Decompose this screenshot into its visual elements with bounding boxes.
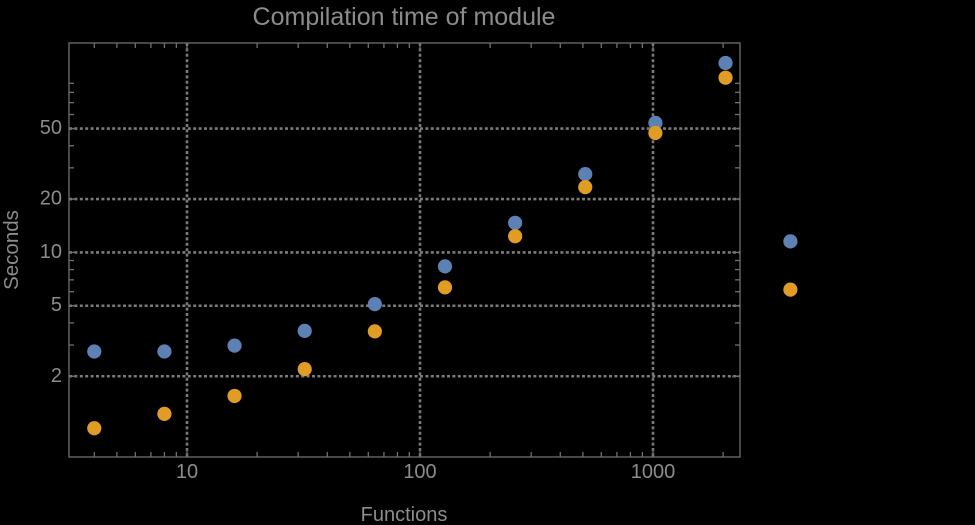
svg-text:100: 100 [403,461,436,483]
svg-text:10: 10 [40,241,62,263]
svg-text:10: 10 [176,461,198,483]
svg-text:Compilation time of module: Compilation time of module [253,3,556,31]
svg-text:50: 50 [40,117,62,139]
svg-text:2: 2 [51,365,62,387]
svg-text:1000: 1000 [631,461,676,483]
svg-text:Functions: Functions [361,504,448,525]
svg-text:20: 20 [40,188,62,210]
svg-text:5: 5 [51,294,62,316]
svg-text:Seconds: Seconds [0,210,23,290]
